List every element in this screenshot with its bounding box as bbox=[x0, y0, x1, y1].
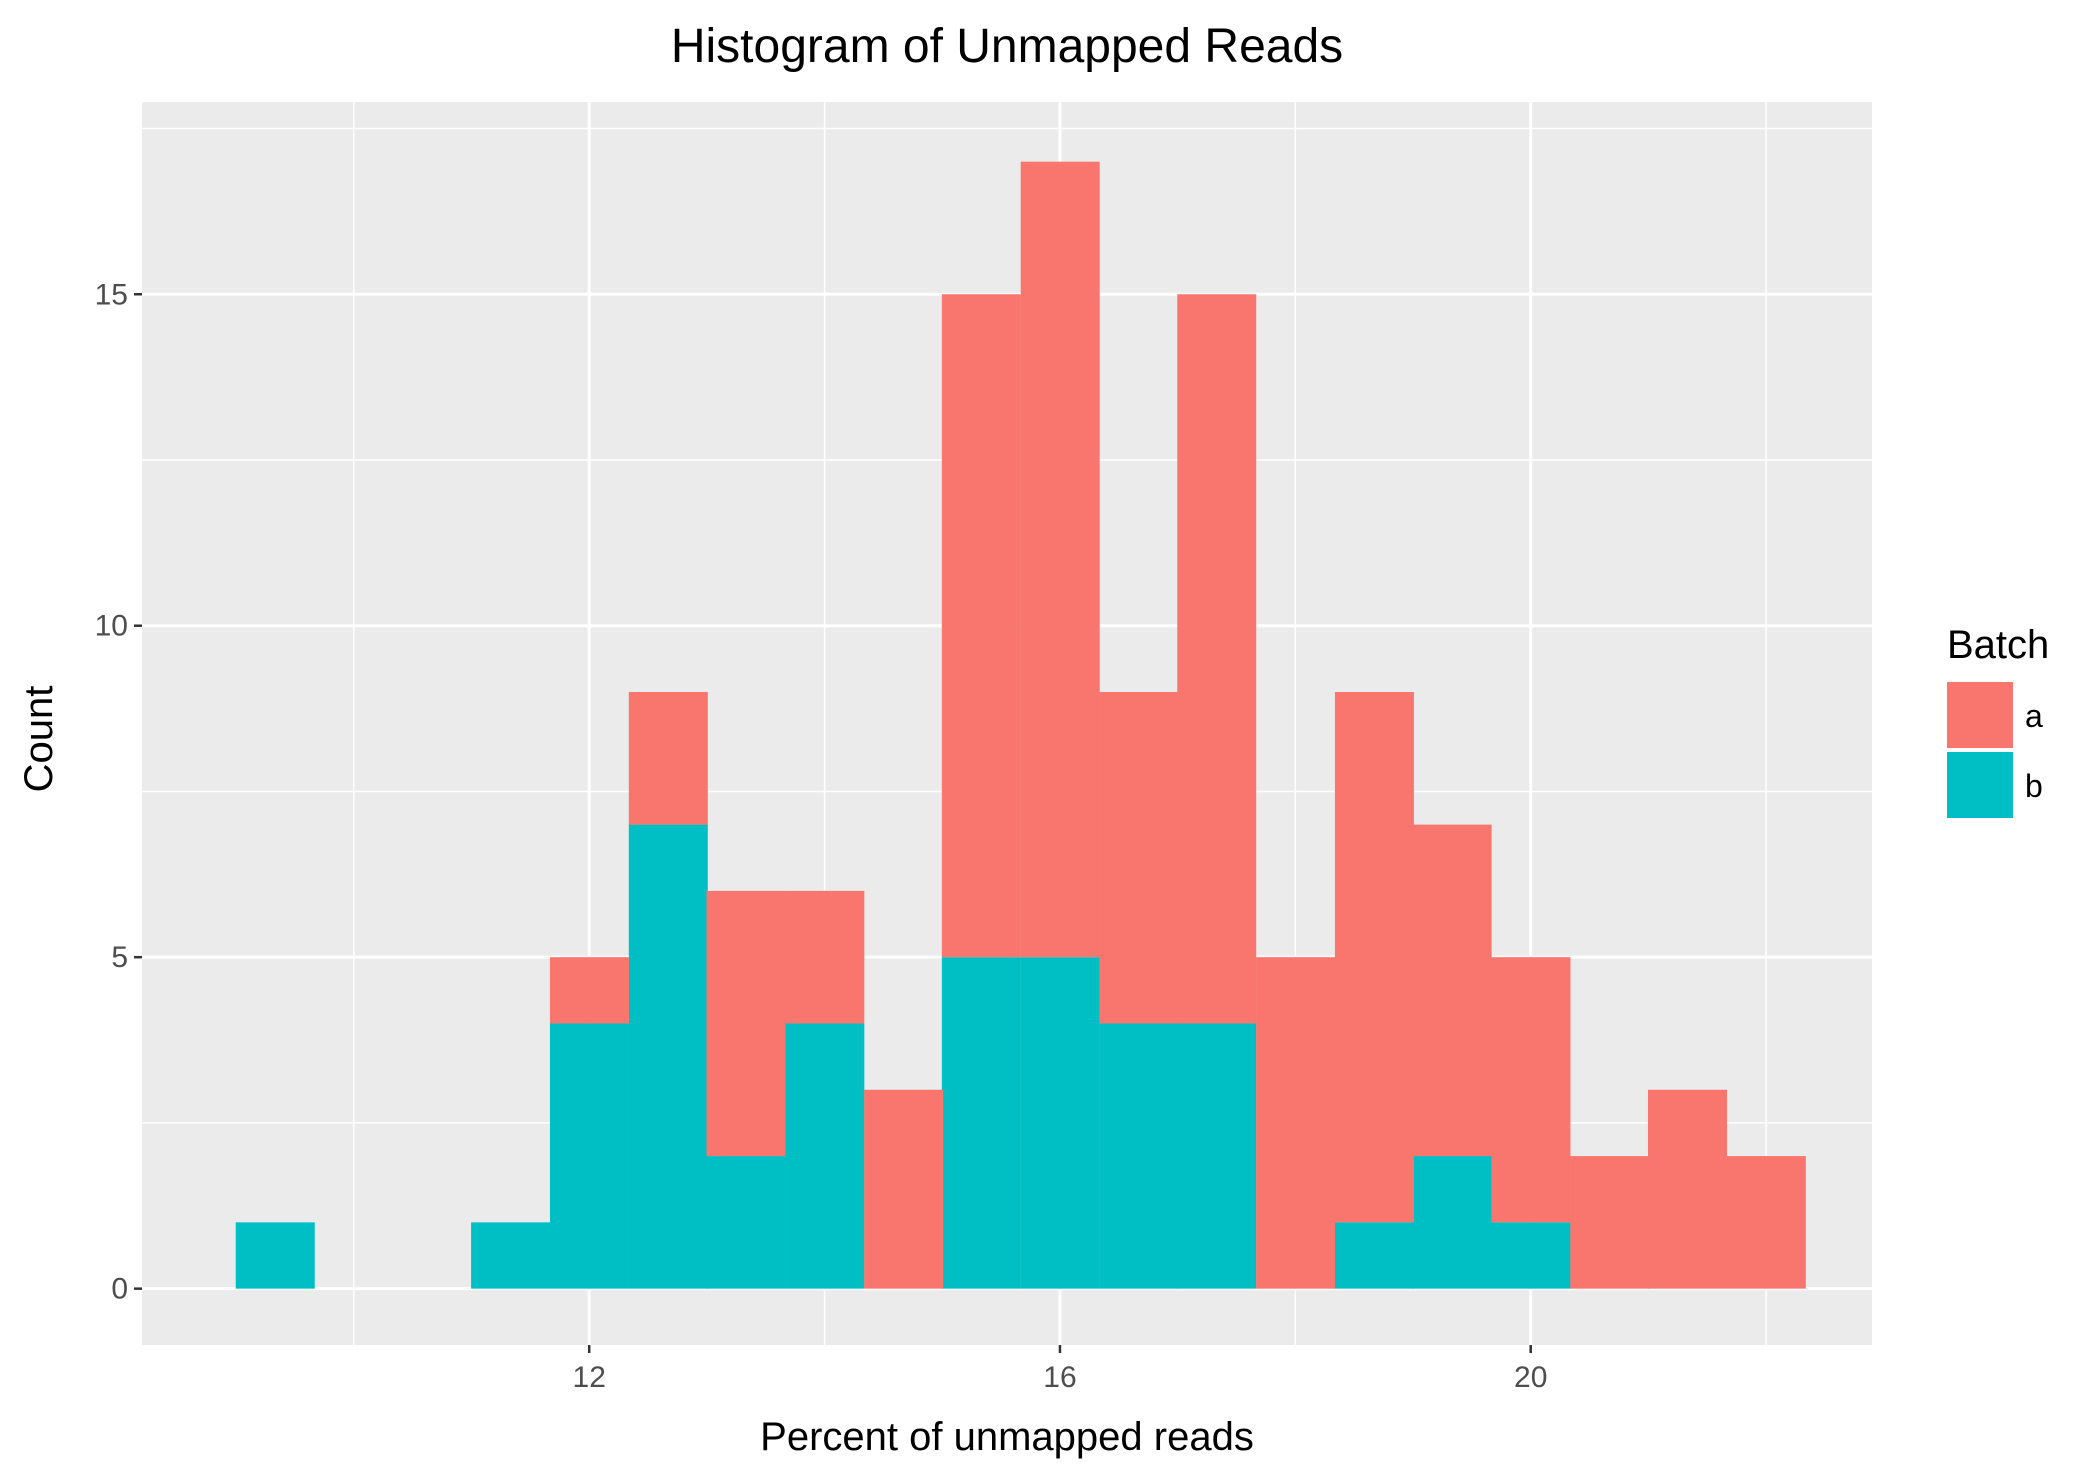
y-tick-label: 10 bbox=[95, 610, 128, 643]
y-tick-label: 5 bbox=[111, 941, 128, 974]
legend-swatch-b bbox=[1947, 752, 2013, 818]
histogram-bar-b bbox=[1334, 1222, 1414, 1289]
legend-entries: ab bbox=[1947, 682, 2043, 818]
histogram-bar-a bbox=[706, 890, 786, 1157]
histogram-bar-a bbox=[941, 294, 1021, 958]
histogram-bar-a bbox=[628, 692, 708, 825]
histogram-bar-b bbox=[549, 1023, 629, 1289]
chart-title: Histogram of Unmapped Reads bbox=[671, 20, 1343, 73]
legend-label-a: a bbox=[2025, 698, 2043, 734]
histogram-bar-a bbox=[1020, 161, 1100, 958]
legend-swatch-a bbox=[1947, 682, 2013, 748]
y-tick-label: 15 bbox=[95, 278, 128, 311]
x-axis: 12 16 20 bbox=[573, 1345, 1547, 1394]
histogram-bar-b bbox=[941, 957, 1021, 1289]
histogram-bar-b bbox=[235, 1222, 315, 1289]
y-axis-title: Count bbox=[17, 686, 61, 793]
histogram-bar-b bbox=[1491, 1222, 1571, 1289]
histogram-bar-b bbox=[785, 1023, 865, 1289]
histogram-bar-a bbox=[549, 957, 629, 1024]
histogram-bar-a bbox=[1177, 294, 1257, 1024]
histogram-bar-a bbox=[864, 1089, 944, 1289]
histogram-bar-a bbox=[1334, 692, 1414, 1223]
histogram-bar-b bbox=[471, 1222, 551, 1289]
legend-title: Batch bbox=[1947, 623, 2049, 667]
legend: Batch ab bbox=[1947, 623, 2049, 818]
histogram-bar-a bbox=[1491, 957, 1571, 1223]
histogram-bar-b bbox=[1177, 1023, 1257, 1289]
histogram-bar-b bbox=[628, 824, 708, 1289]
histogram-bar-b bbox=[1099, 1023, 1179, 1289]
x-axis-title: Percent of unmapped reads bbox=[760, 1415, 1254, 1459]
histogram-bar-a bbox=[1256, 957, 1336, 1289]
histogram-bar-a bbox=[1412, 824, 1492, 1157]
x-tick-label: 20 bbox=[1514, 1361, 1547, 1394]
histogram-bar-b bbox=[1412, 1156, 1492, 1289]
legend-label-b: b bbox=[2025, 768, 2043, 804]
y-tick-label: 0 bbox=[111, 1273, 128, 1306]
x-tick-label: 16 bbox=[1043, 1361, 1076, 1394]
histogram-bars bbox=[235, 161, 1806, 1289]
histogram-bar-a bbox=[1570, 1156, 1650, 1289]
histogram-bar-a bbox=[1099, 692, 1179, 1024]
histogram-bar-a bbox=[1647, 1089, 1727, 1289]
histogram-bar-b bbox=[706, 1156, 786, 1289]
y-axis: 0 5 10 15 bbox=[95, 278, 142, 1306]
histogram-bar-a bbox=[1726, 1156, 1806, 1289]
x-tick-label: 12 bbox=[573, 1361, 606, 1394]
histogram-bar-a bbox=[785, 890, 865, 1024]
histogram-bar-b bbox=[1020, 957, 1100, 1289]
